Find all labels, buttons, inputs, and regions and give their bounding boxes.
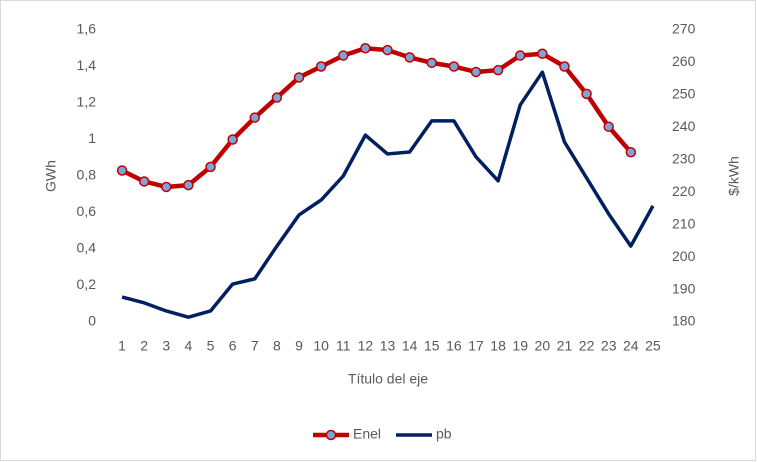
y2-axis-label: $/kWh <box>726 156 742 196</box>
x-tick-label: 18 <box>490 338 506 354</box>
marker <box>161 181 172 193</box>
marker <box>581 88 592 100</box>
y2-tick-label: 190 <box>672 280 696 296</box>
y2-tick-label: 210 <box>672 215 696 231</box>
y2-tick-label: 230 <box>672 150 696 166</box>
marker <box>205 161 216 173</box>
marker <box>382 44 393 56</box>
marker <box>559 61 570 72</box>
x-tick-label: 14 <box>402 338 418 354</box>
y2-tick-label: 250 <box>672 86 696 102</box>
marker <box>271 92 283 103</box>
legend-marker <box>325 429 337 441</box>
marker <box>315 61 327 72</box>
x-tick-label: 16 <box>446 338 462 354</box>
x-tick-label: 3 <box>162 338 170 354</box>
y-tick-label: 1,2 <box>77 94 97 110</box>
x-tick-label: 1 <box>118 338 126 354</box>
y-tick-label: 0,2 <box>77 276 97 292</box>
x-tick-label: 21 <box>557 338 573 354</box>
x-tick-label: 11 <box>336 338 351 354</box>
y2-tick-label: 270 <box>672 21 696 37</box>
x-tick-label: 2 <box>140 338 148 354</box>
marker <box>227 134 238 145</box>
x-tick-label: 8 <box>273 338 281 354</box>
y2-tick-label: 260 <box>672 53 696 69</box>
x-tick-label: 4 <box>185 338 193 354</box>
y-tick-label: 0,8 <box>77 167 97 183</box>
y-axis-label: GWh <box>43 160 59 192</box>
x-tick-label: 7 <box>251 338 259 354</box>
x-tick-label: 9 <box>295 338 303 354</box>
x-tick-label: 24 <box>623 338 639 354</box>
marker <box>492 64 504 76</box>
marker <box>470 66 482 78</box>
y2-tick-label: 240 <box>672 118 696 134</box>
marker <box>293 72 305 83</box>
marker <box>338 50 349 61</box>
y2-tick-label: 200 <box>672 248 696 264</box>
legend-label: pb <box>436 426 452 442</box>
y-tick-label: 1 <box>88 130 96 146</box>
y-tick-label: 0,6 <box>77 203 97 219</box>
x-tick-label: 23 <box>601 338 617 354</box>
marker <box>360 43 371 54</box>
marker <box>537 48 548 59</box>
marker <box>249 112 261 123</box>
legend-label: Enel <box>353 426 381 442</box>
y-tick-label: 0 <box>88 313 96 329</box>
marker <box>426 57 437 69</box>
x-tick-label: 17 <box>468 338 484 354</box>
marker <box>625 147 637 158</box>
x-tick-label: 20 <box>535 338 551 354</box>
y-tick-label: 1,4 <box>77 57 97 73</box>
x-tick-label: 5 <box>207 338 215 354</box>
x-tick-label: 22 <box>579 338 595 354</box>
x-axis-label: Título del eje <box>348 371 428 387</box>
y-tick-label: 0,4 <box>77 240 97 256</box>
y2-tick-label: 180 <box>672 313 696 329</box>
x-tick-label: 19 <box>512 338 528 354</box>
x-tick-label: 13 <box>380 338 396 354</box>
x-tick-label: 12 <box>358 338 374 354</box>
marker <box>138 176 150 187</box>
x-tick-label: 25 <box>645 338 661 354</box>
series-line <box>121 70 655 319</box>
y2-tick-label: 220 <box>672 183 696 199</box>
marker <box>514 50 526 61</box>
marker <box>404 52 415 63</box>
x-tick-label: 15 <box>424 338 440 354</box>
x-tick-label: 10 <box>313 338 329 354</box>
marker <box>448 61 460 72</box>
marker <box>183 179 194 191</box>
marker <box>116 165 128 176</box>
y-tick-label: 1,6 <box>77 21 97 37</box>
marker <box>603 121 614 132</box>
x-tick-label: 6 <box>229 338 237 354</box>
